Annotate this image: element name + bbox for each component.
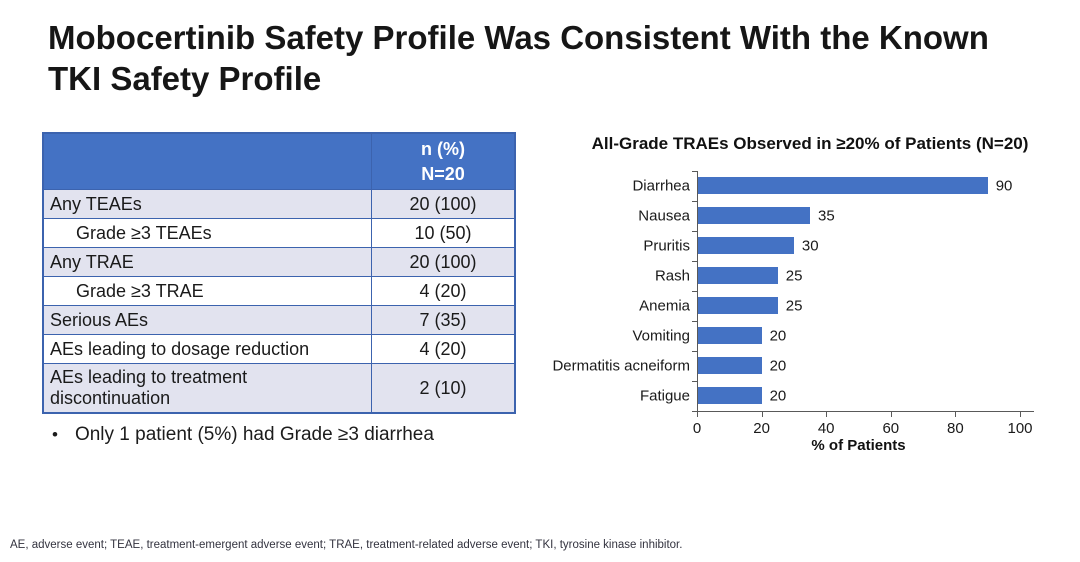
chart-row: Vomiting 20 — [540, 321, 1080, 351]
x-axis-tick — [1020, 411, 1021, 417]
x-axis-tick-label: 80 — [947, 420, 964, 437]
table-row: Serious AEs 7 (35) — [42, 305, 516, 335]
y-axis-tick — [692, 411, 697, 412]
bullet-item: • Only 1 patient (5%) had Grade ≥3 diarr… — [52, 424, 434, 446]
table-cell-value: 4 (20) — [371, 276, 516, 306]
y-axis-tick — [692, 321, 697, 322]
bar-value-label: 25 — [785, 267, 803, 285]
x-axis-tick-label: 60 — [882, 420, 900, 437]
chart-row: Fatigue 20 — [540, 381, 1080, 411]
table-header-line2: N=20 — [421, 163, 465, 184]
y-axis-tick — [692, 171, 697, 172]
table-row: AEs leading to treatment discontinuation… — [42, 363, 516, 414]
bar — [697, 357, 762, 374]
category-label: Fatigue — [639, 387, 690, 405]
category-label: Nausea — [638, 207, 690, 225]
slide-title: Mobocertinib Safety Profile Was Consiste… — [48, 19, 989, 97]
bar — [697, 267, 778, 284]
category-label: Diarrhea — [632, 177, 690, 195]
footnote: AE, adverse event; TEAE, treatment-emerg… — [10, 539, 683, 551]
x-axis-tick-label: 0 — [692, 420, 702, 437]
bullet-marker: • — [52, 425, 58, 444]
bar — [697, 177, 988, 194]
x-axis-title: % of Patients — [811, 437, 906, 454]
chart-row: Anemia 25 — [540, 291, 1080, 321]
category-label: Dermatitis acneiform — [552, 357, 690, 375]
table-cell-label: Any TRAE — [42, 247, 372, 277]
table-cell-value: 10 (50) — [371, 218, 516, 248]
bar-value-label: 25 — [785, 297, 803, 315]
x-axis-tick — [826, 411, 828, 417]
table-cell-value: 20 (100) — [371, 247, 516, 277]
x-axis-tick — [890, 411, 892, 417]
table-header-empty-cell — [42, 132, 372, 190]
chart-plot: % of Patients Diarrhea 90 Nausea 35 Pruritis… — [540, 171, 1080, 471]
x-axis-tick-label: 100 — [1007, 420, 1033, 437]
table-row: Grade ≥3 TEAEs 10 (50) — [42, 218, 516, 248]
y-axis-tick — [692, 261, 697, 262]
bar — [697, 327, 762, 344]
table-cell-value: 2 (10) — [371, 363, 516, 414]
table-header-npct-cell: n (%) N=20 — [371, 132, 516, 190]
y-axis-tick — [692, 231, 697, 232]
bullet-text: Only 1 patient (5%) had Grade ≥3 diarrhe… — [74, 424, 434, 445]
table-cell-value: 4 (20) — [371, 334, 516, 364]
bar — [697, 297, 778, 314]
y-axis-tick — [692, 351, 697, 352]
chart-row: Pruritis 30 — [540, 231, 1080, 261]
safety-table: n (%) N=20 Any TEAEs 20 (100) Grade ≥3 TEA… — [42, 132, 516, 414]
bar-value-label: 90 — [995, 177, 1013, 195]
table-row: Grade ≥3 TRAE 4 (20) — [42, 276, 516, 306]
bar-value-label: 20 — [769, 387, 787, 405]
bar-value-label: 35 — [818, 207, 835, 225]
y-axis-tick — [692, 201, 697, 202]
y-axis-tick — [692, 381, 697, 382]
table-cell-label: Grade ≥3 TEAEs — [42, 218, 372, 248]
x-axis-line — [697, 411, 1034, 412]
bar-value-label: 20 — [769, 327, 787, 345]
chart-row: Nausea 35 — [540, 201, 1080, 231]
table-cell-value: 20 (100) — [371, 189, 516, 219]
bar-chart: All-Grade TRAEs Observed in ≥20% of Pati… — [540, 134, 1080, 471]
x-axis-tick — [955, 411, 957, 417]
bar — [697, 207, 811, 224]
category-label: Pruritis — [643, 237, 690, 255]
chart-row: Dermatitis acneiform 20 — [540, 351, 1080, 381]
x-axis-tick — [761, 411, 763, 417]
table-row: Any TEAEs 20 (100) — [42, 189, 516, 219]
table-cell-label: Grade ≥3 TRAE — [42, 276, 372, 306]
table-row: Any TRAE 20 (100) — [42, 247, 516, 277]
table-header-line1: n (%) — [421, 139, 465, 160]
bar-value-label: 30 — [801, 237, 819, 255]
bar — [697, 387, 762, 404]
table-cell-label: AEs leading to dosage reduction — [42, 334, 372, 364]
bar — [697, 237, 794, 254]
chart-row: Diarrhea 90 — [540, 171, 1080, 201]
chart-row: Rash 25 — [540, 261, 1080, 291]
category-label: Anemia — [639, 297, 690, 315]
chart-title: All-Grade TRAEs Observed in ≥20% of Pati… — [591, 134, 1029, 153]
y-axis-line — [697, 171, 698, 411]
safety-table-body: Any TEAEs 20 (100) Grade ≥3 TEAEs 10 (50) An… — [42, 189, 516, 414]
x-axis-tick-label: 20 — [753, 420, 770, 437]
category-label: Rash — [654, 267, 690, 285]
table-cell-value: 7 (35) — [371, 305, 516, 335]
table-cell-label: Serious AEs — [42, 305, 372, 335]
x-axis-tick — [697, 411, 698, 417]
table-cell-label: AEs leading to treatment discontinuation — [42, 363, 372, 414]
category-label: Vomiting — [632, 327, 690, 345]
x-axis-tick-label: 40 — [817, 420, 835, 437]
y-axis-tick — [692, 291, 697, 292]
table-cell-label: Any TEAEs — [42, 189, 372, 219]
bar-value-label: 20 — [769, 357, 787, 375]
table-header-row: n (%) N=20 — [42, 132, 516, 190]
table-row: AEs leading to dosage reduction 4 (20) — [42, 334, 516, 364]
